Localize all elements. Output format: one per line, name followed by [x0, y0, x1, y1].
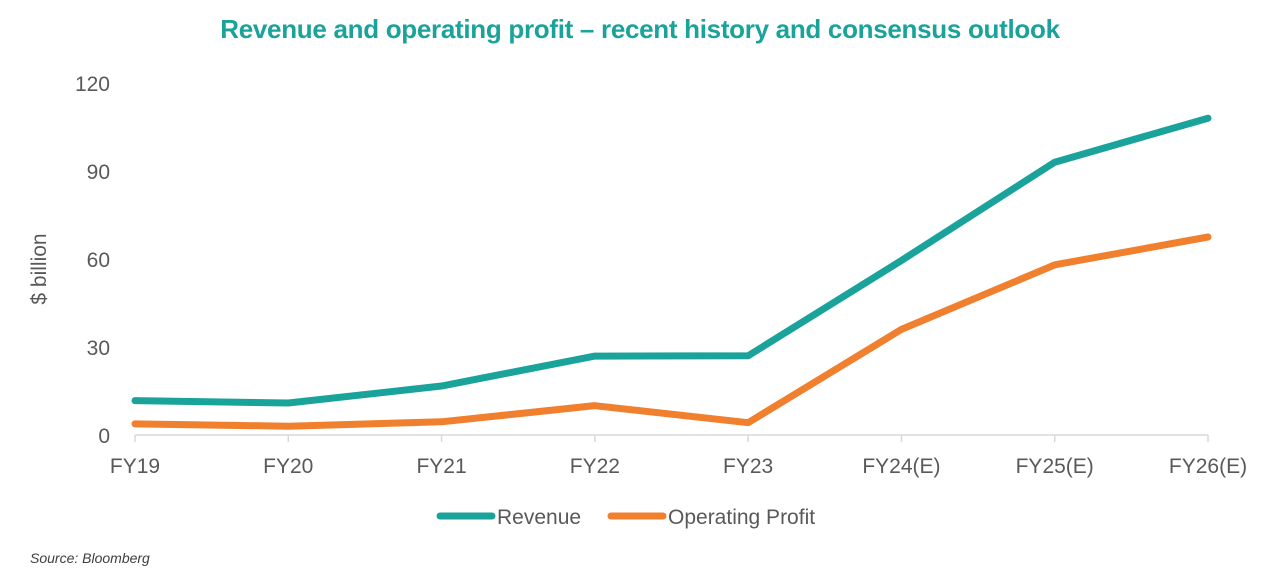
- x-tick-label: FY25(E): [1016, 455, 1094, 478]
- series-line-operating-profit: [131, 233, 1212, 430]
- x-tick-label: FY20: [263, 455, 313, 478]
- x-tick-label: FY19: [110, 455, 160, 478]
- chart-axes: FY19 FY20 FY21 FY22 FY23 FY24(E) FY25(E) FY26(E…: [28, 73, 1247, 478]
- legend-label-operating-profit: Operating Profit: [668, 506, 815, 529]
- x-tick-label: FY21: [416, 455, 466, 478]
- source-note: Source: Bloomberg: [30, 550, 150, 566]
- y-tick-label: 90: [87, 161, 110, 184]
- y-tick-label: 120: [75, 73, 110, 96]
- x-tick-label: FY22: [570, 455, 620, 478]
- x-tick-label: FY24(E): [862, 455, 940, 478]
- chart-legend: Revenue Operating Profit: [436, 506, 815, 529]
- y-tick-label: 30: [87, 337, 110, 360]
- x-tick-label: FY23: [723, 455, 773, 478]
- legend-label-revenue: Revenue: [497, 506, 581, 529]
- y-tick-label: 60: [87, 249, 110, 272]
- y-axis-label: $ billion: [28, 233, 51, 304]
- x-tick-label: FY26(E): [1169, 455, 1247, 478]
- series-layer: [131, 114, 1212, 430]
- series-line-revenue: [131, 114, 1212, 407]
- chart-title: Revenue and operating profit – recent hi…: [220, 14, 1060, 44]
- y-tick-label: 0: [98, 425, 110, 448]
